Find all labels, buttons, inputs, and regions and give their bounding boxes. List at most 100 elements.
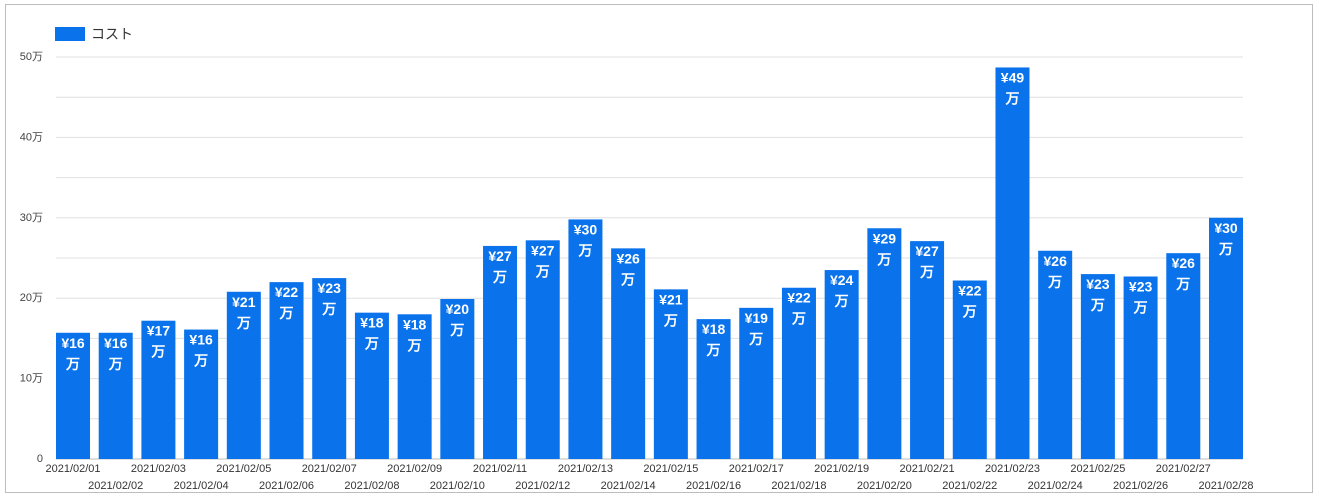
- bar[interactable]: [867, 228, 902, 459]
- bar-data-label: ¥23: [1129, 278, 1153, 294]
- bar-data-label-unit: 万: [1090, 297, 1105, 313]
- bar-data-label: ¥18: [403, 316, 427, 332]
- bar[interactable]: [397, 314, 432, 459]
- x-tick-label: 2021/02/19: [814, 463, 869, 475]
- bar-data-label: ¥24: [830, 272, 854, 288]
- x-tick-label: 2021/02/10: [430, 480, 485, 492]
- bar-data-label-unit: 万: [1133, 299, 1148, 315]
- bar-data-label-unit: 万: [65, 356, 80, 372]
- bar[interactable]: [141, 320, 176, 459]
- bar[interactable]: [525, 240, 560, 459]
- bar-data-label: ¥22: [275, 284, 299, 300]
- x-tick-label: 2021/02/15: [643, 463, 698, 475]
- bar-data-label: ¥49: [1001, 69, 1025, 85]
- bar-data-label-unit: 万: [279, 305, 294, 321]
- bar[interactable]: [226, 291, 261, 459]
- legend[interactable]: コスト: [55, 26, 133, 42]
- x-tick-label: 2021/02/11: [473, 463, 527, 475]
- x-tick-label: 2021/02/27: [1156, 463, 1211, 475]
- bar-data-label: ¥30: [1214, 220, 1238, 236]
- legend-swatch: [55, 27, 85, 41]
- bar-data-label-unit: 万: [108, 356, 123, 372]
- bar-data-label-unit: 万: [834, 293, 849, 309]
- bar-data-label-unit: 万: [150, 344, 165, 360]
- bar[interactable]: [56, 332, 91, 459]
- bar[interactable]: [568, 219, 603, 459]
- bar[interactable]: [1208, 217, 1243, 459]
- bar[interactable]: [910, 241, 945, 459]
- bar-data-label-unit: 万: [1175, 276, 1190, 292]
- bar[interactable]: [98, 332, 133, 459]
- y-tick-label: 20万: [20, 292, 43, 304]
- y-tick-label: 30万: [20, 212, 43, 224]
- x-tick-label: 2021/02/28: [1198, 480, 1253, 492]
- x-tick-label: 2021/02/12: [515, 480, 570, 492]
- bar-data-label-unit: 万: [876, 251, 891, 267]
- bar[interactable]: [1166, 253, 1201, 459]
- bar-data-label: ¥23: [318, 280, 342, 296]
- bar-data-label: ¥20: [446, 301, 470, 317]
- bar-data-label: ¥18: [360, 315, 384, 331]
- x-tick-label: 2021/02/18: [771, 480, 826, 492]
- x-tick-label: 2021/02/23: [985, 463, 1040, 475]
- x-tick-label: 2021/02/25: [1070, 463, 1125, 475]
- bar-data-label: ¥26: [1172, 255, 1196, 271]
- x-axis: 2021/02/01 2021/02/02 2021/02/03 2021/02/04…: [45, 463, 1253, 492]
- bar-data-label-unit: 万: [577, 242, 592, 258]
- bar-data-label: ¥21: [232, 294, 256, 310]
- bar[interactable]: [739, 307, 774, 459]
- x-tick-label: 2021/02/24: [1028, 480, 1083, 492]
- x-tick-label: 2021/02/16: [686, 480, 741, 492]
- bar[interactable]: [952, 280, 987, 459]
- y-tick-label: 50万: [20, 51, 43, 63]
- bar-data-label-unit: 万: [706, 342, 721, 358]
- x-tick-label: 2021/02/02: [88, 480, 143, 492]
- x-tick-label: 2021/02/04: [174, 480, 229, 492]
- bar-data-label: ¥16: [189, 332, 213, 348]
- bar[interactable]: [611, 248, 646, 459]
- bar-data-label: ¥16: [61, 335, 85, 351]
- y-tick-label: 40万: [20, 131, 43, 143]
- bar-data-label-unit: 万: [620, 271, 635, 287]
- bar[interactable]: [824, 270, 859, 459]
- bar[interactable]: [1123, 276, 1158, 459]
- bar-data-label-unit: 万: [535, 263, 550, 279]
- x-tick-label: 2021/02/14: [601, 480, 656, 492]
- x-tick-label: 2021/02/13: [558, 463, 613, 475]
- bar-data-label-unit: 万: [919, 264, 934, 280]
- bar-data-label-unit: 万: [364, 336, 379, 352]
- bar[interactable]: [312, 278, 347, 459]
- y-tick-label: 0: [37, 453, 43, 465]
- bar-data-label-unit: 万: [1047, 274, 1062, 290]
- x-tick-label: 2021/02/06: [259, 480, 314, 492]
- bar-data-label-unit: 万: [449, 322, 464, 338]
- bar-data-label: ¥27: [915, 243, 939, 259]
- bar-data-label: ¥18: [702, 321, 726, 337]
- x-tick-label: 2021/02/22: [942, 480, 997, 492]
- x-tick-label: 2021/02/07: [302, 463, 357, 475]
- bar[interactable]: [1038, 250, 1073, 459]
- x-tick-label: 2021/02/17: [729, 463, 784, 475]
- bar[interactable]: [269, 282, 304, 459]
- bar-data-label: ¥16: [104, 335, 128, 351]
- x-tick-label: 2021/02/26: [1113, 480, 1168, 492]
- bar-data-label: ¥17: [147, 323, 171, 339]
- bar-data-label: ¥29: [873, 230, 897, 246]
- bar[interactable]: [184, 329, 219, 459]
- bar[interactable]: [483, 245, 518, 459]
- x-tick-label: 2021/02/09: [387, 463, 442, 475]
- bar-data-label-unit: 万: [407, 337, 422, 353]
- bar[interactable]: [1080, 274, 1115, 459]
- bar-data-label-unit: 万: [236, 315, 251, 331]
- bar-data-label: ¥30: [574, 221, 598, 237]
- bar[interactable]: [781, 287, 816, 459]
- bar[interactable]: [995, 67, 1030, 460]
- bar-data-label: ¥23: [1086, 276, 1110, 292]
- bar[interactable]: [696, 319, 731, 459]
- bar-data-label: ¥22: [787, 290, 811, 306]
- bar[interactable]: [354, 312, 389, 459]
- bar[interactable]: [440, 299, 475, 459]
- bar-data-label: ¥27: [531, 242, 555, 258]
- y-axis: 0 10万 20万 30万 40万 50万: [20, 51, 43, 465]
- bar[interactable]: [653, 289, 688, 459]
